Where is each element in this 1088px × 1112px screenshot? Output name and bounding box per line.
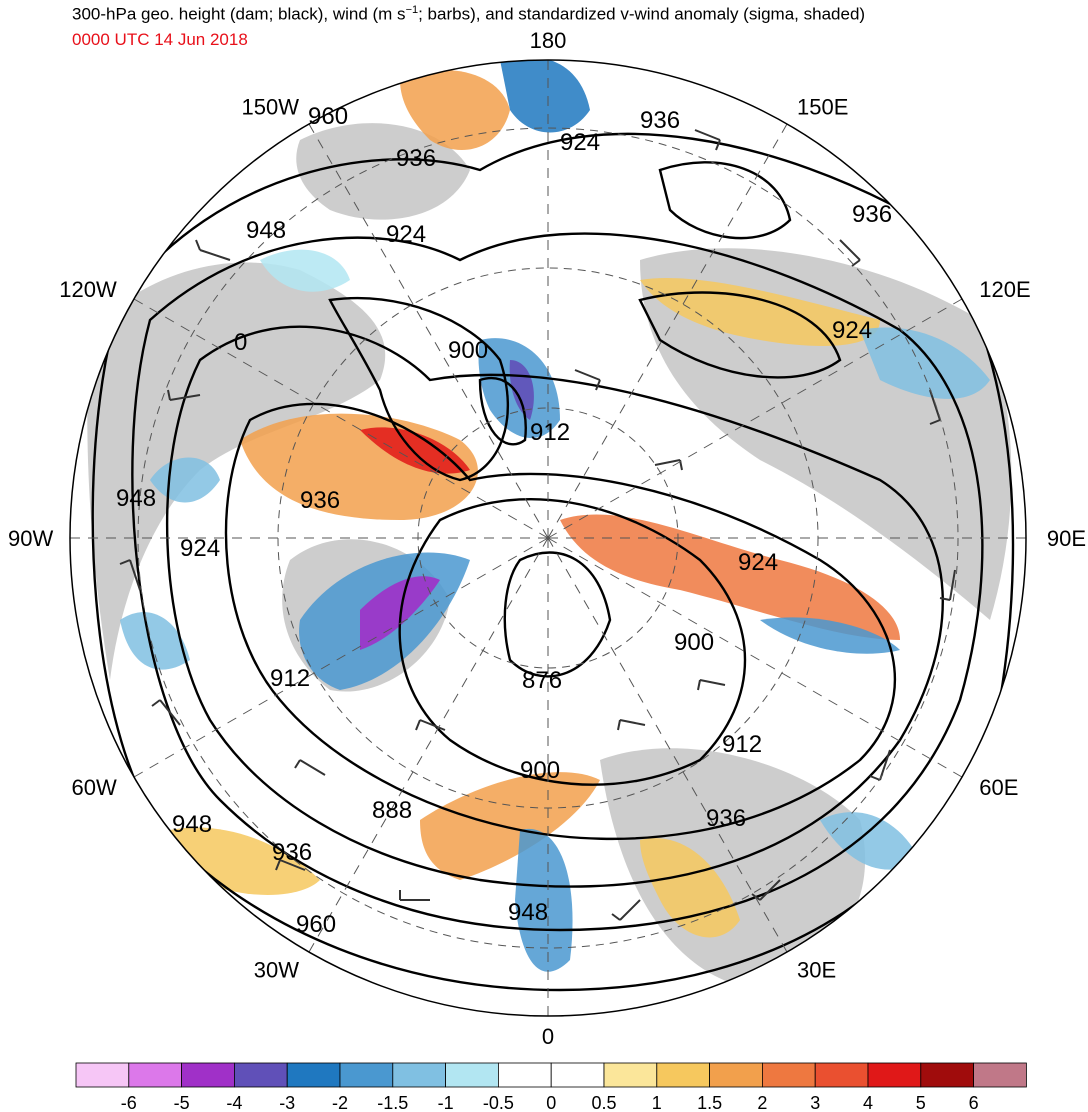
valid-time-label: 0000 UTC 14 Jun 2018: [72, 30, 248, 49]
contour-label: 924: [560, 129, 600, 156]
contour-label: 936: [300, 487, 340, 514]
colorbar: -6 -5 -4 -3 -2 -1.5 -1 -0.5 0 0.5 1 1.5 2 3 4 5 6: [75, 1062, 1027, 1112]
longitude-label: 0: [542, 1024, 554, 1049]
colorbar-tick-label: 0: [546, 1093, 556, 1112]
colorbar-tick-label: 1: [652, 1093, 662, 1112]
contour-label: 948: [172, 811, 212, 838]
meridian-line: [308, 537, 549, 953]
colorbar-swatch: [75, 1062, 130, 1088]
meridian-line: [547, 123, 788, 539]
meridian-line: [133, 298, 549, 539]
colorbar-tick-label: 6: [969, 1093, 979, 1112]
meridian-line: [308, 123, 549, 539]
longitude-label: 180: [530, 28, 567, 53]
longitude-label: 90W: [8, 526, 53, 551]
longitude-label: 120W: [59, 277, 117, 302]
longitude-label: 90E: [1047, 526, 1086, 551]
contour-label: 912: [530, 419, 570, 446]
colorbar-swatch: [181, 1062, 235, 1088]
meridian-line: [547, 298, 963, 539]
colorbar-swatch: [497, 1062, 552, 1088]
contour-label: 924: [832, 317, 872, 344]
colorbar-swatch: [233, 1062, 288, 1088]
longitude-label: 150E: [797, 95, 848, 120]
colorbar-swatch: [445, 1062, 499, 1088]
contour-label: 900: [674, 629, 714, 656]
colorbar-tick-label: -1: [438, 1093, 454, 1112]
height-contour: [328, 296, 509, 482]
contour-label: 912: [722, 731, 762, 758]
contour-label: 924: [180, 535, 220, 562]
colorbar-tick-label: -4: [226, 1093, 242, 1112]
height-contour: [165, 325, 944, 888]
contour-label: 960: [296, 911, 336, 938]
longitude-label: 60W: [71, 775, 116, 800]
contour-label: 960: [308, 103, 348, 130]
colorbar-tick-label: -1.5: [377, 1093, 408, 1112]
colorbar-swatch: [920, 1062, 974, 1088]
colorbar-tick-label: 0.5: [591, 1093, 616, 1112]
contour-label: 0: [234, 329, 247, 356]
contour-label: 936: [852, 201, 892, 228]
colorbar-tick-label: -3: [279, 1093, 295, 1112]
contour-label: 948: [246, 217, 286, 244]
height-contour: [503, 551, 612, 678]
longitude-label: 60E: [979, 775, 1018, 800]
colorbar-swatch: [339, 1062, 394, 1088]
height-contour-labels: 960 936 924 936 948 924 900 912 924 936 …: [116, 103, 892, 938]
contour-label: 888: [372, 797, 412, 824]
colorbar-swatch: [392, 1062, 446, 1088]
colorbar-swatch: [603, 1062, 658, 1088]
map-boundary: [69, 59, 1027, 1017]
colorbar-swatch: [286, 1062, 341, 1088]
contour-label: 924: [738, 549, 778, 576]
contour-label: 876: [522, 667, 562, 694]
map-title: 300-hPa geo. height (dam; black), wind (…: [72, 4, 866, 24]
contour-label: 948: [116, 485, 156, 512]
contour-label: 948: [508, 899, 548, 926]
contour-label: 900: [448, 337, 488, 364]
contour-label: 936: [640, 107, 680, 134]
meridian-lines: [70, 60, 1026, 1016]
contour-label: 912: [270, 665, 310, 692]
colorbar-tick-label: -0.5: [483, 1093, 514, 1112]
contour-label: 936: [396, 145, 436, 172]
contour-label: 936: [706, 805, 746, 832]
colorbar-swatch: [709, 1062, 763, 1088]
meridian-line: [547, 537, 963, 778]
colorbar-swatch: [814, 1062, 869, 1088]
colorbar-tick-label: 5: [916, 1093, 926, 1112]
longitude-label: 30E: [797, 957, 836, 982]
height-contour: [224, 402, 897, 841]
meridian-line: [547, 537, 788, 953]
height-contour: [638, 291, 842, 379]
contour-label: 936: [272, 839, 312, 866]
colorbar-tick-label: -2: [332, 1093, 348, 1112]
colorbar-tick-label: -6: [121, 1093, 137, 1112]
colorbar-tick-label: 3: [810, 1093, 820, 1112]
colorbar-swatch: [973, 1062, 1027, 1088]
colorbar-swatch: [656, 1062, 710, 1088]
colorbar-tick-label: 1.5: [697, 1093, 722, 1112]
contour-label: 924: [386, 221, 426, 248]
colorbar-swatch: [128, 1062, 183, 1088]
map-disk: [70, 60, 1026, 1016]
longitude-label: 120E: [979, 277, 1030, 302]
height-contour: [131, 232, 984, 932]
meridian-line: [133, 537, 549, 778]
height-contour: [478, 377, 527, 446]
contour-label: 900: [520, 757, 560, 784]
longitude-labels: 180 150E 120E 90E 60E 30E 0 30W 60W 90W 120W 150W: [8, 28, 1086, 1049]
wind-barbs: [119, 129, 956, 921]
longitude-label: 30W: [254, 957, 299, 982]
colorbar-swatch: [867, 1062, 922, 1088]
colorbar-tick-label: 4: [863, 1093, 873, 1112]
colorbar-swatch: [762, 1062, 816, 1088]
colorbar-tick-label: -5: [174, 1093, 190, 1112]
colorbar-swatch: [550, 1062, 605, 1088]
colorbar-tick-label: 2: [757, 1093, 767, 1112]
height-contour: [398, 498, 747, 786]
longitude-label: 150W: [242, 95, 300, 120]
